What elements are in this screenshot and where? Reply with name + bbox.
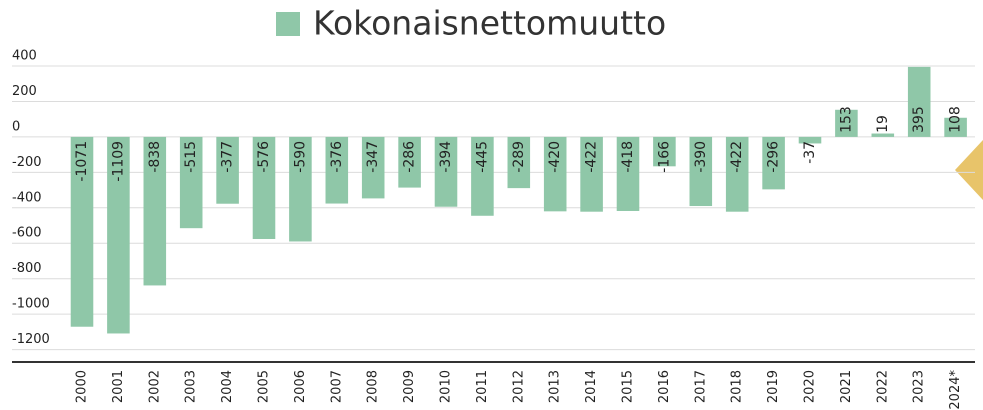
bar <box>434 136 458 207</box>
y-tick-label: -800 <box>12 261 42 276</box>
x-tick-label: 2016 <box>657 370 672 403</box>
x-tick-label: 2000 <box>75 370 90 403</box>
bar <box>252 136 276 239</box>
y-tick-label: 400 <box>12 49 37 64</box>
y-tick-label: -1200 <box>12 332 50 347</box>
data-label: -838 <box>147 141 163 173</box>
x-tick-label: 2021 <box>839 370 854 403</box>
x-tick-label: 2006 <box>293 370 308 403</box>
decoration <box>955 140 983 200</box>
bar <box>289 136 312 242</box>
x-tick-label: 2010 <box>439 370 454 403</box>
bar <box>835 109 858 137</box>
bar <box>907 66 931 137</box>
x-tick-label: 2008 <box>366 370 381 403</box>
legend-swatch <box>276 12 300 36</box>
bar <box>944 117 967 137</box>
x-tick-label: 2002 <box>147 370 162 403</box>
data-label: -420 <box>547 141 563 173</box>
bar <box>616 136 640 211</box>
x-tick-label: 2024* <box>948 370 963 410</box>
data-label: -390 <box>693 141 709 173</box>
data-label: -394 <box>438 141 454 173</box>
data-label: 395 <box>911 106 927 133</box>
y-tick-label: -1000 <box>12 297 50 312</box>
data-label: -422 <box>584 141 600 173</box>
legend-label: Kokonaisnettomuutto <box>313 4 666 43</box>
data-label: 19 <box>875 115 891 133</box>
bar <box>798 136 822 144</box>
x-tick-label: 2022 <box>875 370 890 403</box>
data-label: -418 <box>620 141 636 173</box>
bar <box>143 136 167 286</box>
x-tick-label: 2005 <box>257 370 272 403</box>
bar <box>689 136 713 207</box>
data-label: -376 <box>329 141 345 173</box>
bar <box>70 136 94 327</box>
data-label: -576 <box>256 141 272 173</box>
data-label: -1109 <box>110 141 126 182</box>
data-label: -515 <box>183 141 199 173</box>
data-label: 153 <box>838 106 854 133</box>
bar <box>216 136 239 204</box>
x-tick-label: 2014 <box>584 370 599 403</box>
y-tick-label: 200 <box>12 84 37 99</box>
x-tick-label: 2003 <box>184 370 199 403</box>
bar <box>107 136 130 334</box>
y-tick-label: -600 <box>12 226 42 241</box>
y-tick-label: -200 <box>12 155 42 170</box>
bar <box>725 136 749 212</box>
data-label: -590 <box>292 141 308 173</box>
bar <box>398 136 421 188</box>
x-tick-label: 2020 <box>803 370 818 403</box>
bar <box>580 136 603 212</box>
data-label: -37 <box>802 141 818 164</box>
x-tick-label: 2009 <box>402 370 417 403</box>
bar <box>871 133 895 137</box>
bar <box>653 136 676 167</box>
x-tick-label: 2007 <box>329 370 344 403</box>
data-label: 108 <box>948 106 964 133</box>
x-tick-label: 2004 <box>220 370 235 403</box>
x-tick-label: 2018 <box>730 370 745 403</box>
x-tick-label: 2001 <box>111 370 126 403</box>
data-label: -1071 <box>74 141 90 182</box>
bar <box>543 136 567 212</box>
bar <box>361 136 385 199</box>
data-label: -422 <box>729 141 745 173</box>
x-tick-label: 2013 <box>548 370 563 403</box>
y-tick-label: 0 <box>12 119 20 134</box>
data-label: -286 <box>402 141 418 173</box>
bar <box>471 136 494 216</box>
data-label: -166 <box>656 141 672 173</box>
x-tick-label: 2017 <box>693 370 708 403</box>
x-tick-label: 2023 <box>912 370 927 403</box>
x-tick-label: 2015 <box>621 370 636 403</box>
x-tick-label: 2019 <box>766 370 781 403</box>
x-tick-label: 2011 <box>475 370 490 403</box>
bar <box>762 136 785 190</box>
data-label: -289 <box>511 141 527 173</box>
y-tick-label: -400 <box>12 190 42 205</box>
bar <box>325 136 349 204</box>
bar <box>179 136 203 229</box>
x-tick-label: 2012 <box>511 370 526 403</box>
bar <box>507 136 531 189</box>
data-label: -347 <box>365 141 381 173</box>
data-label: -445 <box>474 141 490 173</box>
data-label: -296 <box>766 141 782 173</box>
data-label: -377 <box>220 141 236 173</box>
